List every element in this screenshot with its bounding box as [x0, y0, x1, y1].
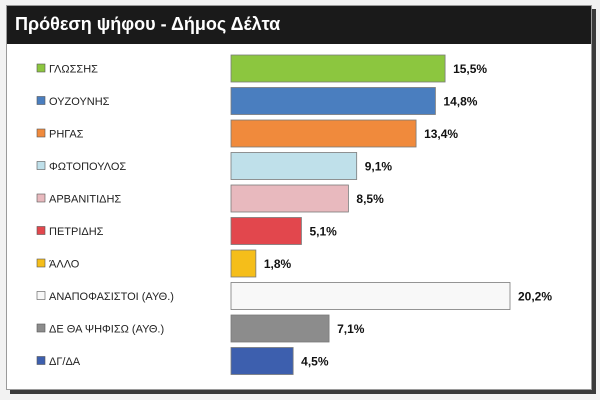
value-label-0: 15,5% [453, 62, 487, 76]
bar-8 [230, 314, 330, 343]
bar-7 [230, 282, 511, 310]
value-label-3: 9,1% [365, 160, 393, 174]
bar-2 [230, 119, 417, 148]
legend-swatch-6 [36, 258, 46, 268]
value-label-8: 7,1% [337, 322, 365, 336]
bar-chart: ΓΛΩΣΣΗΣ 15,5% ΟΥΖΟΥΝΗΣ 14,8% ΡΗΓΑΣ 13,4% ΦΩΤΟΠ… [36, 54, 552, 375]
bar-3 [230, 152, 358, 180]
bar-9 [230, 347, 294, 375]
category-label-8: ΔΕ ΘΑ ΨΗΦΙΣΩ (ΑΥΘ.) [49, 324, 164, 336]
category-label-4: ΑΡΒΑΝΙΤΙΔΗΣ [49, 194, 121, 206]
value-label-5: 5,1% [309, 225, 337, 239]
legend-swatch-9 [36, 356, 46, 365]
category-label-1: ΟΥΖΟΥΝΗΣ [49, 96, 110, 108]
legend-swatch-1 [36, 96, 46, 105]
title-bar: Πρόθεση ψήφου - Δήμος Δέλτα [7, 6, 591, 44]
value-label-9: 4,5% [301, 355, 329, 369]
bar-4 [230, 184, 349, 213]
category-label-2: ΡΗΓΑΣ [49, 129, 84, 141]
category-label-3: ΦΩΤΟΠΟΥΛΟΣ [49, 161, 126, 173]
category-label-0: ΓΛΩΣΣΗΣ [49, 64, 98, 76]
bar-1 [230, 87, 436, 115]
value-label-1: 14,8% [443, 95, 477, 109]
value-label-4: 8,5% [356, 192, 384, 206]
category-label-7: ΑΝΑΠΟΦΑΣΙΣΤΟΙ (ΑΥΘ.) [49, 291, 174, 303]
legend-swatch-3 [36, 161, 46, 170]
bar-5 [230, 217, 302, 245]
chart-title: Πρόθεση ψήφου - Δήμος Δέλτα [15, 14, 281, 34]
bar-0 [230, 54, 446, 83]
legend-swatch-7 [36, 291, 46, 300]
legend-swatch-8 [36, 323, 46, 333]
value-label-2: 13,4% [424, 127, 458, 141]
category-label-9: ΔΓ/ΔΑ [49, 356, 81, 368]
legend-swatch-2 [36, 128, 46, 138]
legend-swatch-0 [36, 63, 46, 73]
category-label-6: ΆΛΛΟ [49, 259, 80, 271]
legend-swatch-4 [36, 193, 46, 203]
value-label-7: 20,2% [518, 290, 552, 304]
legend-swatch-5 [36, 226, 46, 235]
value-label-6: 1,8% [264, 257, 292, 271]
category-label-5: ΠΕΤΡΙΔΗΣ [49, 226, 104, 238]
bar-6 [230, 249, 257, 278]
chart-frame: Πρόθεση ψήφου - Δήμος Δέλτα ΓΛΩΣΣΗΣ 15,5%… [6, 5, 592, 390]
